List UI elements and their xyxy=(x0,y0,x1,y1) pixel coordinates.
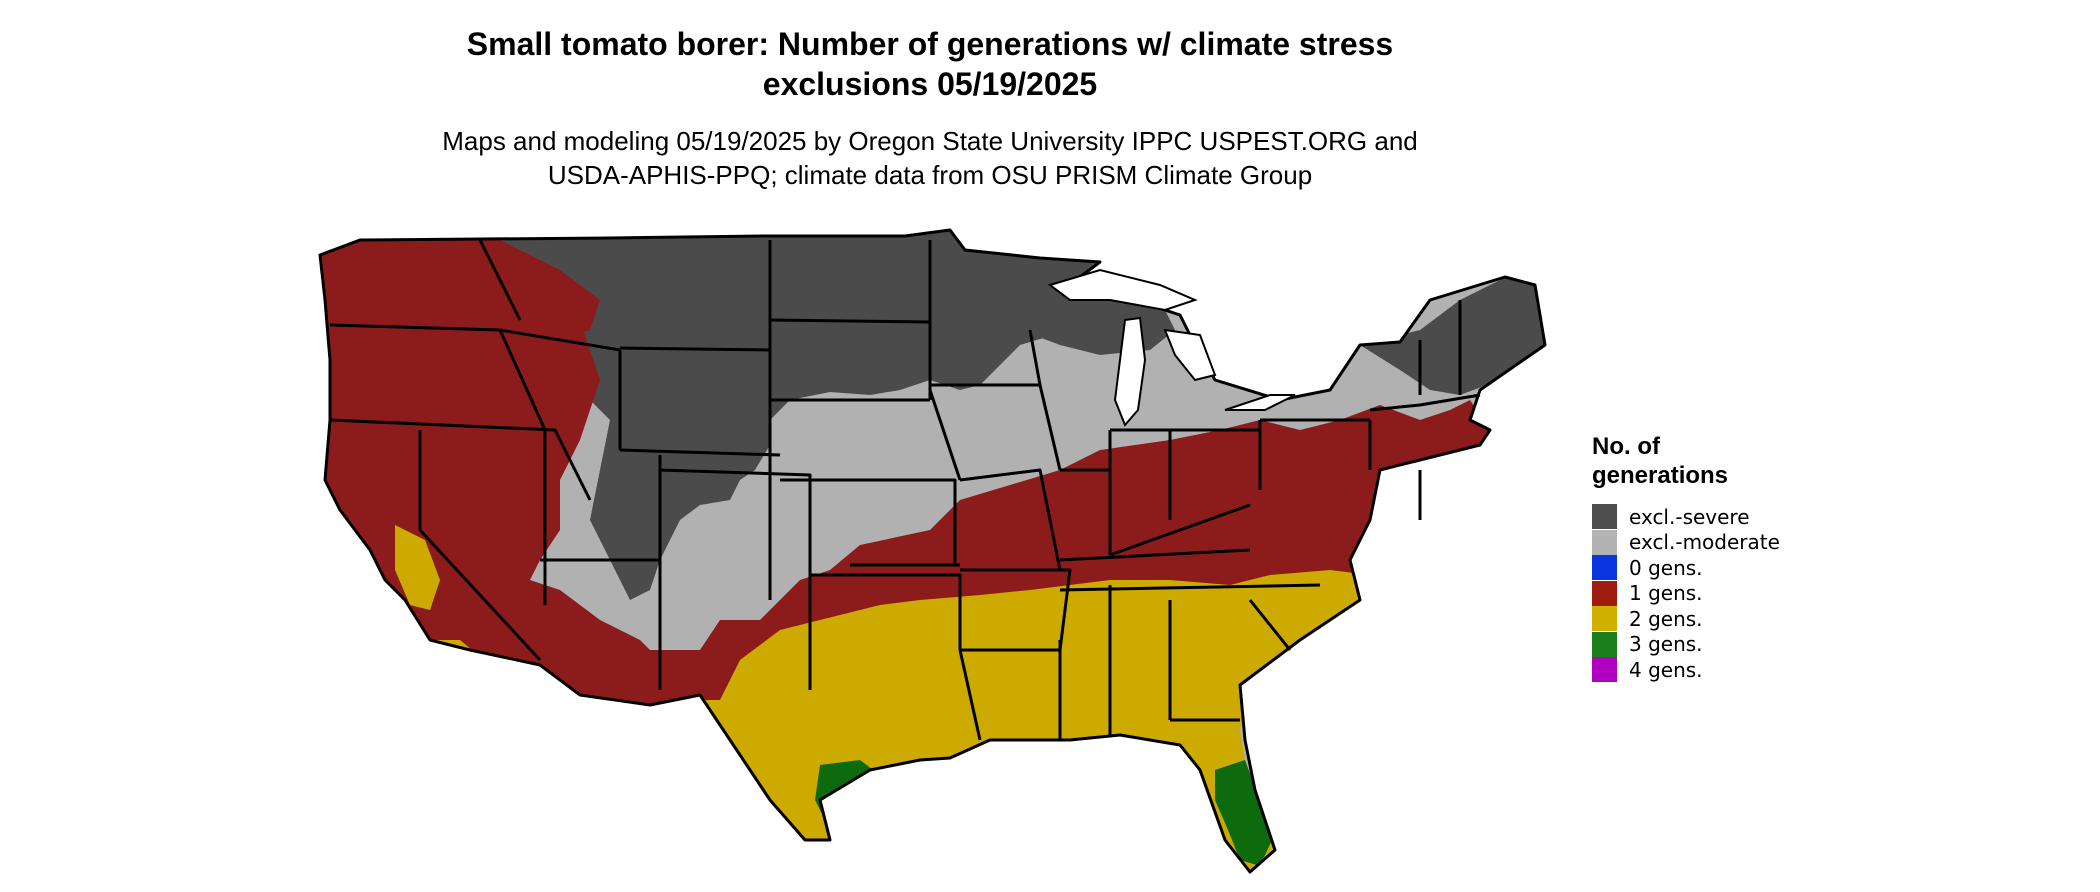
legend-label: 0 gens. xyxy=(1629,555,1703,580)
legend-title: No. of generations xyxy=(1592,432,1780,490)
legend-item: 3 gens. xyxy=(1592,631,1780,658)
region-excl-severe-north xyxy=(470,230,1110,600)
region-one-gen-idaho xyxy=(400,230,600,345)
lake-erie xyxy=(1224,394,1296,411)
us-outline xyxy=(318,228,1547,874)
title-line-2: exclusions 05/19/2025 xyxy=(762,66,1098,102)
region-two-gen xyxy=(320,570,1370,872)
lake-superior xyxy=(1047,268,1198,312)
legend-label: 1 gens. xyxy=(1629,581,1703,606)
state-boundaries xyxy=(329,239,1481,741)
legend-label: 3 gens. xyxy=(1629,632,1703,657)
legend-item: excl.-moderate xyxy=(1592,529,1780,556)
legend-swatch xyxy=(1592,580,1617,606)
legend-item: 0 gens. xyxy=(1592,555,1780,581)
lake-michigan xyxy=(1113,316,1147,427)
legend-swatch xyxy=(1592,631,1617,657)
legend-swatch xyxy=(1592,555,1617,581)
legend-title-line-1: No. of xyxy=(1592,433,1660,460)
subtitle-line-2: USDA-APHIS-PPQ; climate data from OSU PR… xyxy=(547,160,1313,190)
lake-huron xyxy=(1163,328,1217,382)
legend-label: 2 gens. xyxy=(1629,606,1703,631)
region-two-gen-california xyxy=(395,525,440,610)
legend-item: 4 gens. xyxy=(1592,657,1780,683)
legend-label: excl.-severe xyxy=(1629,504,1750,529)
legend-swatch xyxy=(1592,657,1617,683)
region-three-gen-florida xyxy=(1215,760,1272,866)
legend-title-line-2: generations xyxy=(1592,462,1729,489)
legend-item: excl.-severe xyxy=(1592,504,1780,530)
legend-items: excl.-severe excl.-moderate 0 gens. 1 gens.… xyxy=(1592,504,1780,683)
title-line-1: Small tomato borer: Number of generation… xyxy=(466,26,1394,62)
legend: No. of generations excl.-severe excl.-mod… xyxy=(1592,432,1780,683)
legend-label: excl.-moderate xyxy=(1629,530,1780,555)
legend-swatch xyxy=(1592,504,1617,530)
map-subtitle: Maps and modeling 05/19/2025 by Oregon S… xyxy=(380,124,1480,192)
region-four-gen-keys xyxy=(1215,874,1250,882)
map-title: Small tomato borer: Number of generation… xyxy=(380,24,1480,104)
legend-item: 2 gens. xyxy=(1592,606,1780,632)
legend-item: 1 gens. xyxy=(1592,580,1780,607)
legend-swatch xyxy=(1592,606,1617,632)
subtitle-line-1: Maps and modeling 05/19/2025 by Oregon S… xyxy=(442,126,1418,156)
legend-swatch xyxy=(1592,529,1617,555)
legend-label: 4 gens. xyxy=(1629,657,1703,682)
